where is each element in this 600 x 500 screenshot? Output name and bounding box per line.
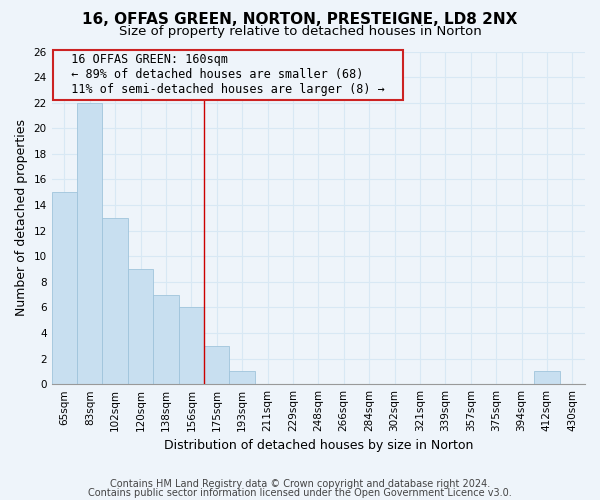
Text: Contains public sector information licensed under the Open Government Licence v3: Contains public sector information licen… [88, 488, 512, 498]
Bar [534, 372, 560, 384]
Text: Size of property relative to detached houses in Norton: Size of property relative to detached ho… [119, 25, 481, 38]
Bar [103, 218, 128, 384]
Bar [128, 269, 153, 384]
Text: 16, OFFAS GREEN, NORTON, PRESTEIGNE, LD8 2NX: 16, OFFAS GREEN, NORTON, PRESTEIGNE, LD8… [82, 12, 518, 28]
Bar [153, 294, 179, 384]
Text: 16 OFFAS GREEN: 160sqm  
  ← 89% of detached houses are smaller (68)  
  11% of : 16 OFFAS GREEN: 160sqm ← 89% of detached… [57, 53, 399, 96]
Bar [179, 308, 204, 384]
Text: Contains HM Land Registry data © Crown copyright and database right 2024.: Contains HM Land Registry data © Crown c… [110, 479, 490, 489]
Bar [204, 346, 229, 384]
X-axis label: Distribution of detached houses by size in Norton: Distribution of detached houses by size … [164, 440, 473, 452]
Y-axis label: Number of detached properties: Number of detached properties [15, 120, 28, 316]
Bar [77, 102, 103, 384]
Bar [229, 372, 255, 384]
Bar [52, 192, 77, 384]
